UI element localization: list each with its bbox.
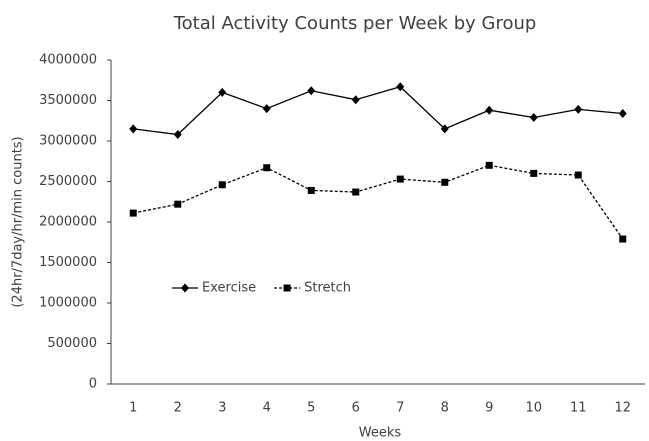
data-point [619,235,627,243]
data-point [485,105,494,115]
x-tick-label: 8 [441,401,449,416]
data-point [263,164,271,172]
y-axis-label: (24hr/7day/hr/min counts) [11,136,26,307]
data-point [441,178,449,186]
x-tick-label: 10 [525,401,542,416]
data-point [218,181,226,189]
y-tick-label: 1500000 [39,255,97,270]
y-tick-label: 4000000 [39,53,97,68]
x-tick-label: 3 [218,401,226,416]
data-point [262,104,271,114]
x-tick-label: 6 [352,401,360,416]
data-point [173,130,182,140]
data-point [485,161,493,169]
series-line [133,164,624,240]
data-point [396,175,404,183]
y-tick-label: 500000 [47,336,97,351]
legend-label: Stretch [304,281,351,296]
x-tick-label: 1 [129,401,137,416]
data-point [618,108,627,118]
x-tick-label: 5 [307,401,315,416]
data-point [174,200,182,208]
data-point [574,104,583,114]
x-tick-label: 4 [263,401,271,416]
x-tick-label: 11 [570,401,587,416]
data-point [396,82,405,92]
data-point [574,171,582,179]
legend-marker [181,283,189,293]
x-tick-label: 9 [485,401,493,416]
y-tick-label: 1000000 [39,296,97,311]
y-tick-label: 3500000 [39,93,97,108]
data-point [307,86,316,96]
chart-title: Total Activity Counts per Week by Group [173,13,537,34]
x-axis-label: Weeks [359,426,402,441]
x-tick-label: 2 [174,401,182,416]
data-point [440,124,449,134]
data-point [529,113,538,123]
data-point [530,169,538,177]
y-tick-label: 3000000 [39,134,97,149]
series-line [133,86,623,136]
data-point [352,188,360,196]
data-point [351,95,360,105]
y-tick-label: 2000000 [39,215,97,230]
data-point [129,124,138,134]
y-tick-label: 0 [89,377,97,392]
data-point [307,186,315,194]
legend-marker [283,284,291,292]
data-point [129,209,137,217]
y-tick-label: 2500000 [39,174,97,189]
x-tick-label: 7 [396,401,404,416]
legend-label: Exercise [202,281,256,296]
data-point [218,87,227,97]
x-tick-label: 12 [614,401,631,416]
